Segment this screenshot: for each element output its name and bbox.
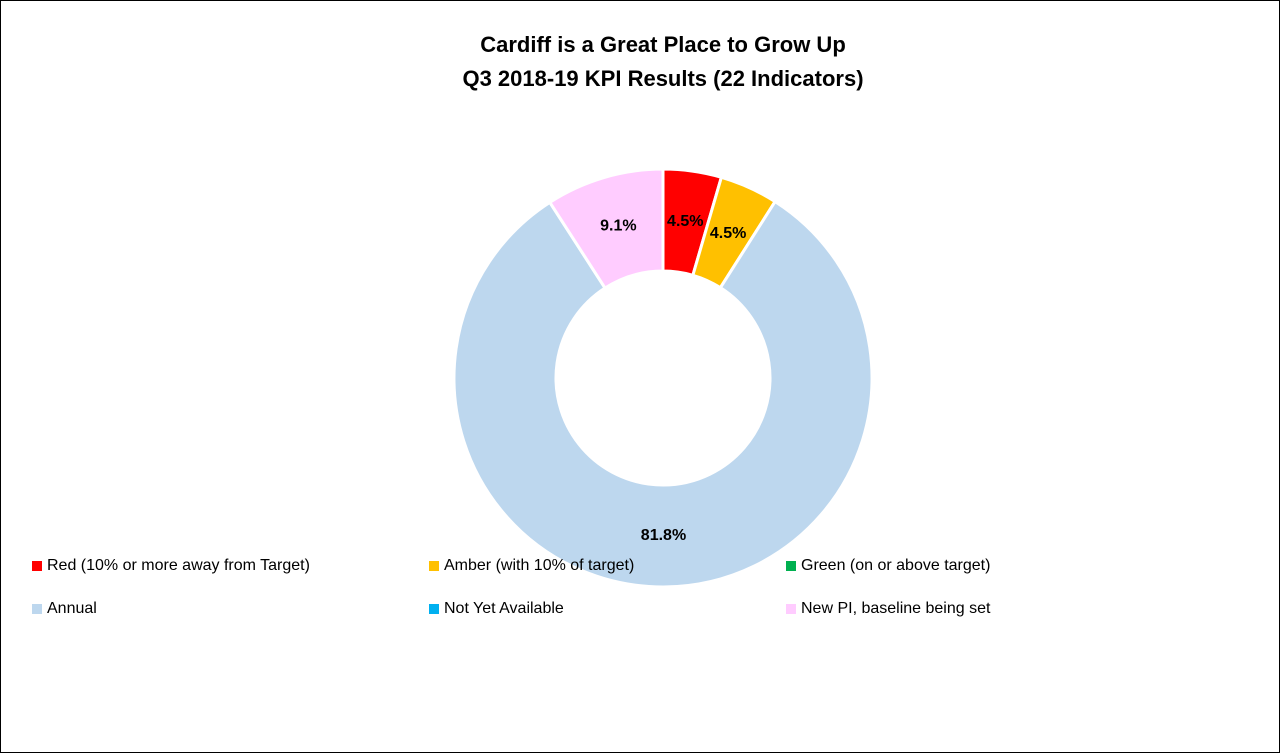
legend-marker — [786, 561, 796, 571]
legend-label: Annual — [47, 600, 97, 617]
legend-marker — [429, 604, 439, 614]
data-label: 4.5% — [710, 225, 746, 242]
donut-segment — [547, 167, 665, 291]
data-label: 9.1% — [600, 218, 636, 235]
donut-segment — [452, 199, 874, 589]
legend-label: Not Yet Available — [444, 600, 564, 617]
chart-subtitle: Q3 2018-19 KPI Results (22 Indicators) — [462, 66, 863, 91]
legend-label: Amber (with 10% of target) — [444, 557, 634, 574]
legend-marker — [429, 561, 439, 571]
legend-marker — [32, 561, 42, 571]
chart-title: Cardiff is a Great Place to Grow Up — [480, 32, 846, 57]
legend-marker — [786, 604, 796, 614]
legend-label: Red (10% or more away from Target) — [47, 557, 310, 574]
data-label: 4.5% — [667, 213, 703, 230]
legend-marker — [32, 604, 42, 614]
legend-label: Green (on or above target) — [801, 557, 990, 574]
data-label: 81.8% — [641, 527, 686, 544]
legend-label: New PI, baseline being set — [801, 600, 991, 617]
